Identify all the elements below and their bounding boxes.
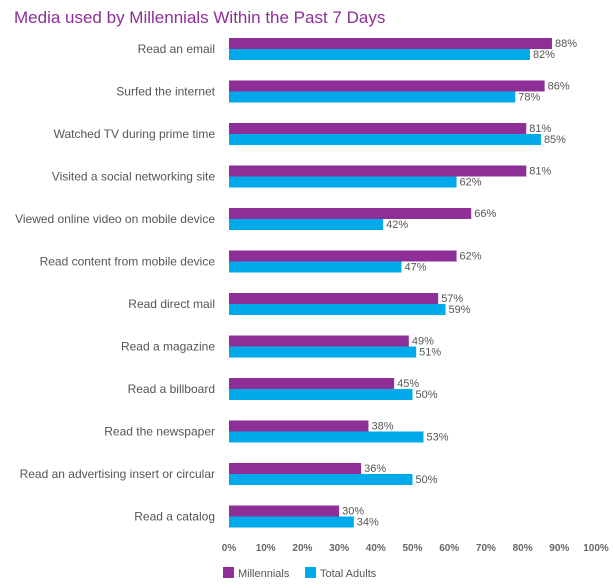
category-label: Viewed online video on mobile device — [15, 212, 215, 226]
x-tick-label: 30% — [329, 543, 349, 554]
category-label: Read a magazine — [121, 340, 215, 354]
legend-swatch-total-adults — [305, 567, 316, 578]
x-tick-label: 100% — [583, 543, 609, 554]
data-label: 57% — [441, 293, 463, 305]
data-label: 42% — [386, 219, 408, 231]
category-label: Watched TV during prime time — [54, 127, 216, 141]
bar-total-adults — [229, 219, 384, 230]
data-label: 51% — [419, 347, 441, 359]
x-tick-label: 60% — [439, 543, 459, 554]
bar-millennials — [229, 505, 340, 517]
chart-title: Media used by Millennials Within the Pas… — [14, 8, 386, 27]
bar-millennials — [229, 420, 369, 432]
category-label: Read content from mobile device — [40, 255, 216, 269]
x-tick-label: 90% — [549, 543, 569, 554]
x-tick-label: 80% — [513, 543, 533, 554]
category-label: Read a catalog — [134, 510, 215, 524]
data-label: 34% — [357, 517, 379, 529]
x-tick-label: 20% — [292, 543, 312, 554]
x-tick-label: 70% — [476, 543, 496, 554]
category-label: Read a billboard — [128, 382, 215, 396]
x-tick-label: 40% — [366, 543, 386, 554]
category-label: Surfed the internet — [116, 85, 215, 99]
data-label: 81% — [529, 166, 551, 178]
bar-millennials — [229, 123, 527, 134]
data-label: 82% — [533, 49, 555, 61]
x-tick-label: 10% — [256, 543, 276, 554]
data-label: 66% — [474, 208, 496, 220]
x-tick-label: 50% — [402, 543, 422, 554]
bar-total-adults — [229, 516, 354, 528]
legend-swatch-millennials — [223, 567, 234, 578]
data-label: 88% — [555, 38, 577, 50]
bar-millennials — [229, 208, 472, 219]
data-label: 49% — [412, 336, 434, 348]
data-label: 62% — [460, 177, 482, 189]
data-label: 53% — [427, 432, 449, 444]
data-label: 86% — [548, 81, 570, 93]
bar-total-adults — [229, 261, 402, 273]
bar-millennials — [229, 293, 439, 304]
x-tick-label: 0% — [222, 543, 237, 554]
data-label: 50% — [416, 474, 438, 486]
bar-millennials — [229, 250, 457, 262]
bar-total-adults — [229, 134, 541, 145]
bar-total-adults — [229, 304, 446, 315]
bar-millennials — [229, 463, 362, 474]
bar-total-adults — [229, 431, 424, 443]
bar-millennials — [229, 38, 552, 49]
bar-millennials — [229, 378, 395, 389]
bar-total-adults — [229, 176, 457, 188]
category-label: Read an advertising insert or circular — [20, 467, 215, 481]
data-label: 30% — [342, 506, 364, 518]
bar-total-adults — [229, 346, 417, 358]
bar-total-adults — [229, 91, 516, 103]
legend-entry: Millennials — [238, 568, 290, 580]
data-label: 81% — [529, 123, 551, 135]
data-label: 59% — [449, 304, 471, 316]
bar-millennials — [229, 165, 527, 177]
legend-entry: Total Adults — [320, 568, 377, 580]
bar-millennials — [229, 80, 545, 92]
category-label: Read an email — [138, 42, 215, 56]
data-label: 50% — [416, 389, 438, 401]
data-label: 38% — [371, 421, 393, 433]
bar-millennials — [229, 335, 409, 347]
bar-total-adults — [229, 389, 413, 400]
data-label: 45% — [397, 378, 419, 390]
data-label: 36% — [364, 463, 386, 475]
bar-total-adults — [229, 49, 530, 60]
data-label: 78% — [518, 92, 540, 104]
data-label: 62% — [460, 251, 482, 263]
data-label: 47% — [404, 262, 426, 274]
category-label: Read the newspaper — [104, 425, 215, 439]
category-label: Read direct mail — [128, 297, 215, 311]
data-label: 85% — [544, 134, 566, 146]
bar-total-adults — [229, 474, 413, 485]
category-label: Visited a social networking site — [52, 170, 216, 184]
